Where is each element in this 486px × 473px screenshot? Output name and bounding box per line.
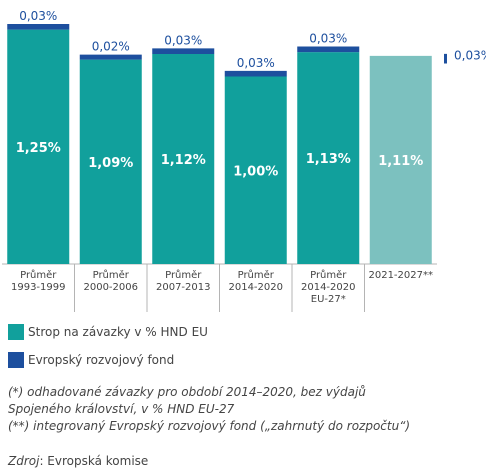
category-label: 2021-2027** [368,270,433,281]
bar-edf-segment [224,70,287,77]
footnotes: (*) odhadované závazky pro období 2014–2… [8,384,478,435]
category-label: EU-27* [311,294,346,305]
bar-ceiling [7,29,70,264]
source-text: : Evropská komise [39,454,149,468]
bar-chart: 1,25%0,03%Průměr1993-19991,09%0,02%Průmě… [2,9,486,312]
source-line: Zdroj: Evropská komise [8,454,148,468]
legend: Strop na závazky v % HND EU Evropský roz… [8,322,208,378]
category-label: 2014-2020 [228,282,283,293]
bar-value-label: 1,00% [233,164,278,179]
footnote-line: (**) integrovaný Evropský rozvojový fond… [8,419,411,433]
bar-edf-segment [297,46,360,53]
edf-value-label: 0,03% [164,33,202,47]
edf-value-label: 0,03% [19,9,57,23]
legend-item-edf: Evropský rozvojový fond [8,350,208,370]
category-label: 2014-2020 [301,282,356,293]
bar-ceiling [224,76,287,264]
bar-edf-segment [7,24,70,30]
bar-value-label: 1,13% [306,152,351,167]
footnote-line: Spojeného království, v % HND EU-27 [8,402,235,416]
edf-value-label: 0,03% [237,56,275,70]
source-key: Zdroj [8,454,40,468]
category-label: 2007-2013 [156,282,211,293]
category-label: Průměr [20,269,57,281]
bar-edf-segment [79,54,142,60]
bar-value-label: 1,11% [378,154,423,169]
bar-value-label: 1,25% [16,141,61,156]
category-label: 1993-1999 [11,282,66,293]
category-label: Průměr [93,269,130,281]
bar-ceiling [369,55,432,264]
category-label: Průměr [165,269,202,281]
bar-ceiling [152,54,215,264]
legend-label-edf: Evropský rozvojový fond [28,353,175,367]
legend-label-ceiling: Strop na závazky v % HND EU [28,325,208,339]
edf-value-label: 0,03% [454,49,486,63]
bar-edf-segment [444,53,447,64]
category-label: 2000-2006 [83,282,138,293]
footnote-line: (*) odhadované závazky pro období 2014–2… [8,385,366,399]
edf-value-label: 0,02% [92,40,130,54]
category-label: Průměr [238,269,275,281]
bar-value-label: 1,12% [161,153,206,168]
edf-value-label: 0,03% [309,32,347,46]
bar-value-label: 1,09% [88,156,133,171]
legend-item-ceiling: Strop na závazky v % HND EU [8,322,208,342]
bar-ceiling [297,52,360,264]
category-label: Průměr [310,269,347,281]
legend-swatch-edf [8,352,24,368]
bar-edf-segment [152,48,215,54]
bar-ceiling [79,59,142,264]
legend-swatch-ceiling [8,324,24,340]
